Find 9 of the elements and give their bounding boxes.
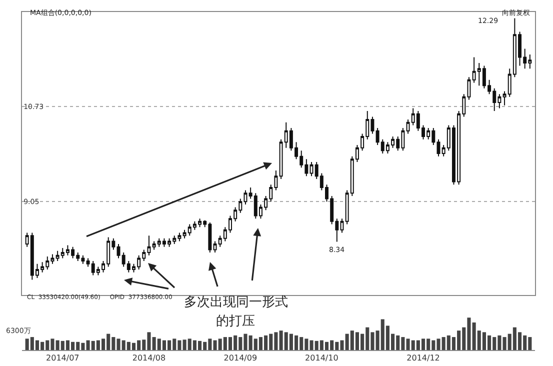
annotation: 的打压 [216, 314, 255, 329]
candlestick [340, 218, 344, 234]
x-tick-label: 2014/10 [305, 354, 338, 363]
x-tick-label: 2014/09 [224, 354, 258, 363]
x-tick-label: 2014/08 [132, 354, 166, 363]
x-tick-label: 2014/12 [406, 354, 440, 363]
x-tick-label: 2014/07 [46, 354, 80, 363]
candlestick [436, 138, 440, 157]
annotation: 多次出现同一形式 [184, 295, 288, 310]
